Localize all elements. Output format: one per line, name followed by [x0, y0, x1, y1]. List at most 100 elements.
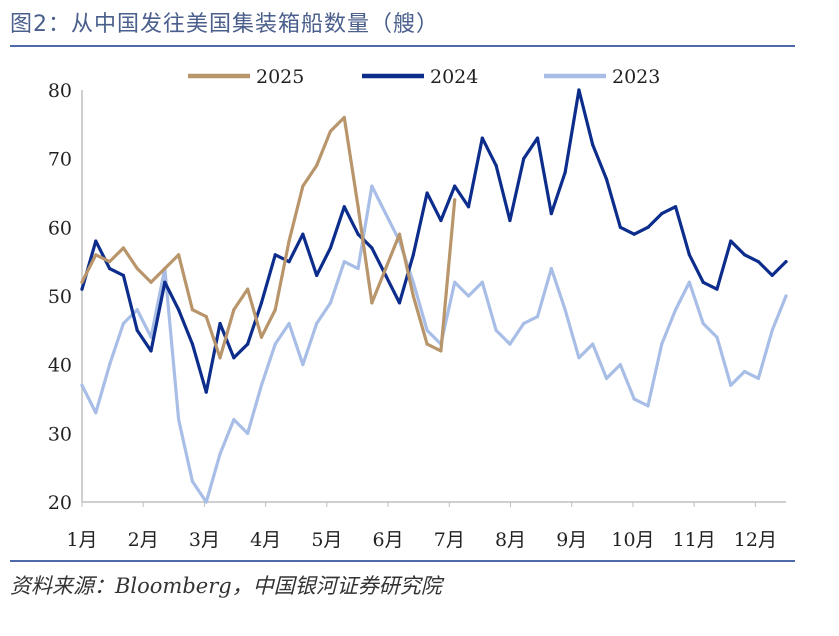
data-point-2024 — [494, 163, 498, 168]
data-point-2024 — [425, 191, 429, 195]
data-point-2024 — [549, 212, 553, 216]
data-point-2023 — [356, 266, 360, 271]
data-point-2024 — [218, 321, 222, 326]
data-point-2024 — [715, 287, 719, 291]
data-point-2025 — [287, 239, 291, 243]
y-tick-label: 30 — [48, 423, 72, 445]
data-point-2023 — [246, 431, 250, 435]
series-layer — [80, 88, 788, 504]
data-point-2023 — [301, 363, 305, 367]
data-point-2025 — [397, 232, 402, 236]
data-point-2023 — [632, 397, 636, 401]
x-tick-label: 10月 — [611, 529, 654, 551]
data-point-2023 — [618, 363, 622, 367]
data-point-2025 — [108, 260, 112, 264]
data-point-2024 — [673, 205, 678, 209]
data-point-2025 — [273, 308, 277, 312]
data-point-2023 — [466, 294, 471, 298]
data-point-2024 — [190, 342, 195, 346]
data-point-2025 — [356, 205, 360, 209]
data-point-2024 — [94, 239, 98, 243]
data-point-2025 — [80, 280, 84, 284]
x-tick-label: 11月 — [673, 529, 716, 551]
data-point-2024 — [466, 205, 471, 209]
data-point-2023 — [646, 404, 650, 408]
data-point-2023 — [591, 342, 595, 346]
data-point-2025 — [121, 246, 126, 250]
data-point-2024 — [453, 184, 457, 188]
data-point-2023 — [177, 418, 181, 422]
data-point-2024 — [246, 342, 250, 346]
data-point-2025 — [411, 294, 415, 298]
data-point-2023 — [604, 376, 609, 380]
data-point-2024 — [522, 157, 526, 161]
data-point-2025 — [204, 315, 208, 319]
data-point-2024 — [273, 253, 277, 257]
data-point-2025 — [315, 163, 319, 168]
data-point-2024 — [632, 232, 636, 236]
data-point-2023 — [563, 308, 567, 312]
source-note: 资料来源：Bloomberg，中国银河证券研究院 — [10, 574, 442, 598]
x-tick-label: 5月 — [311, 529, 342, 551]
data-point-2024 — [577, 88, 581, 92]
legend-label-2025: 2025 — [256, 66, 304, 88]
data-point-2024 — [742, 253, 747, 257]
data-point-2023 — [660, 342, 664, 346]
data-point-2025 — [149, 280, 153, 284]
data-point-2024 — [287, 260, 291, 264]
data-point-2023 — [232, 418, 236, 422]
x-tick-label: 4月 — [250, 529, 281, 551]
legend: 2025 2024 2023 — [188, 66, 660, 88]
x-tick-label: 9月 — [556, 529, 587, 551]
x-tick-label: 1月 — [66, 529, 97, 551]
data-point-2023 — [770, 328, 774, 332]
data-point-2024 — [301, 232, 305, 236]
data-point-2023 — [287, 321, 291, 326]
y-tick-label: 60 — [48, 217, 72, 239]
data-point-2023 — [273, 342, 277, 346]
data-point-2023 — [384, 212, 388, 216]
data-point-2023 — [729, 383, 733, 387]
data-point-2024 — [135, 328, 139, 332]
y-tick-label: 40 — [48, 355, 72, 377]
data-point-2025 — [232, 308, 236, 312]
data-point-2025 — [177, 253, 181, 257]
data-point-2023 — [94, 411, 98, 415]
data-point-2024 — [591, 143, 595, 147]
data-point-2023 — [480, 280, 484, 284]
data-point-2023 — [315, 321, 319, 326]
x-tick-label: 7月 — [434, 529, 465, 551]
data-point-2024 — [356, 232, 360, 236]
data-point-2023 — [121, 321, 126, 326]
legend-label-2024: 2024 — [430, 66, 478, 88]
x-tick-label: 12月 — [734, 529, 777, 551]
top-divider — [10, 45, 795, 47]
data-point-2023 — [701, 321, 705, 326]
y-tick-label: 80 — [48, 80, 72, 102]
data-point-2023 — [535, 315, 540, 319]
data-point-2024 — [108, 266, 112, 271]
data-point-2023 — [218, 452, 222, 456]
data-point-2023 — [411, 280, 415, 284]
data-point-2025 — [94, 253, 98, 257]
data-point-2025 — [328, 129, 333, 133]
data-point-2024 — [439, 218, 443, 223]
data-point-2023 — [259, 383, 264, 387]
data-point-2025 — [453, 198, 457, 202]
data-point-2023 — [135, 308, 139, 312]
data-point-2024 — [604, 177, 609, 181]
data-point-2025 — [425, 342, 429, 346]
data-point-2023 — [673, 308, 678, 312]
axes: 20 30 40 50 60 70 80 1月 2月 3月 4月 5月 6月 7月 8月 9月 10月 11月 12… — [48, 80, 786, 551]
data-point-2023 — [687, 280, 691, 284]
data-point-2024 — [397, 301, 402, 305]
data-point-2025 — [301, 184, 305, 188]
data-point-2024 — [342, 205, 346, 209]
data-point-2024 — [480, 136, 484, 140]
x-tick-label: 8月 — [495, 529, 526, 551]
series-line-2024 — [80, 88, 788, 394]
y-tick-label: 20 — [48, 492, 72, 514]
x-tick-label: 6月 — [373, 529, 404, 551]
chart-title: 图2：从中国发往美国集装箱船数量（艘） — [10, 12, 439, 37]
data-point-2024 — [149, 349, 153, 353]
